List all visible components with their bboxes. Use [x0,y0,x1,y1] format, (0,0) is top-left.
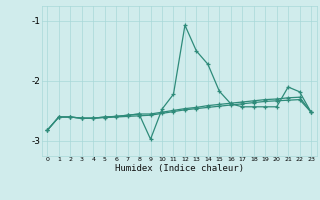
X-axis label: Humidex (Indice chaleur): Humidex (Indice chaleur) [115,164,244,173]
